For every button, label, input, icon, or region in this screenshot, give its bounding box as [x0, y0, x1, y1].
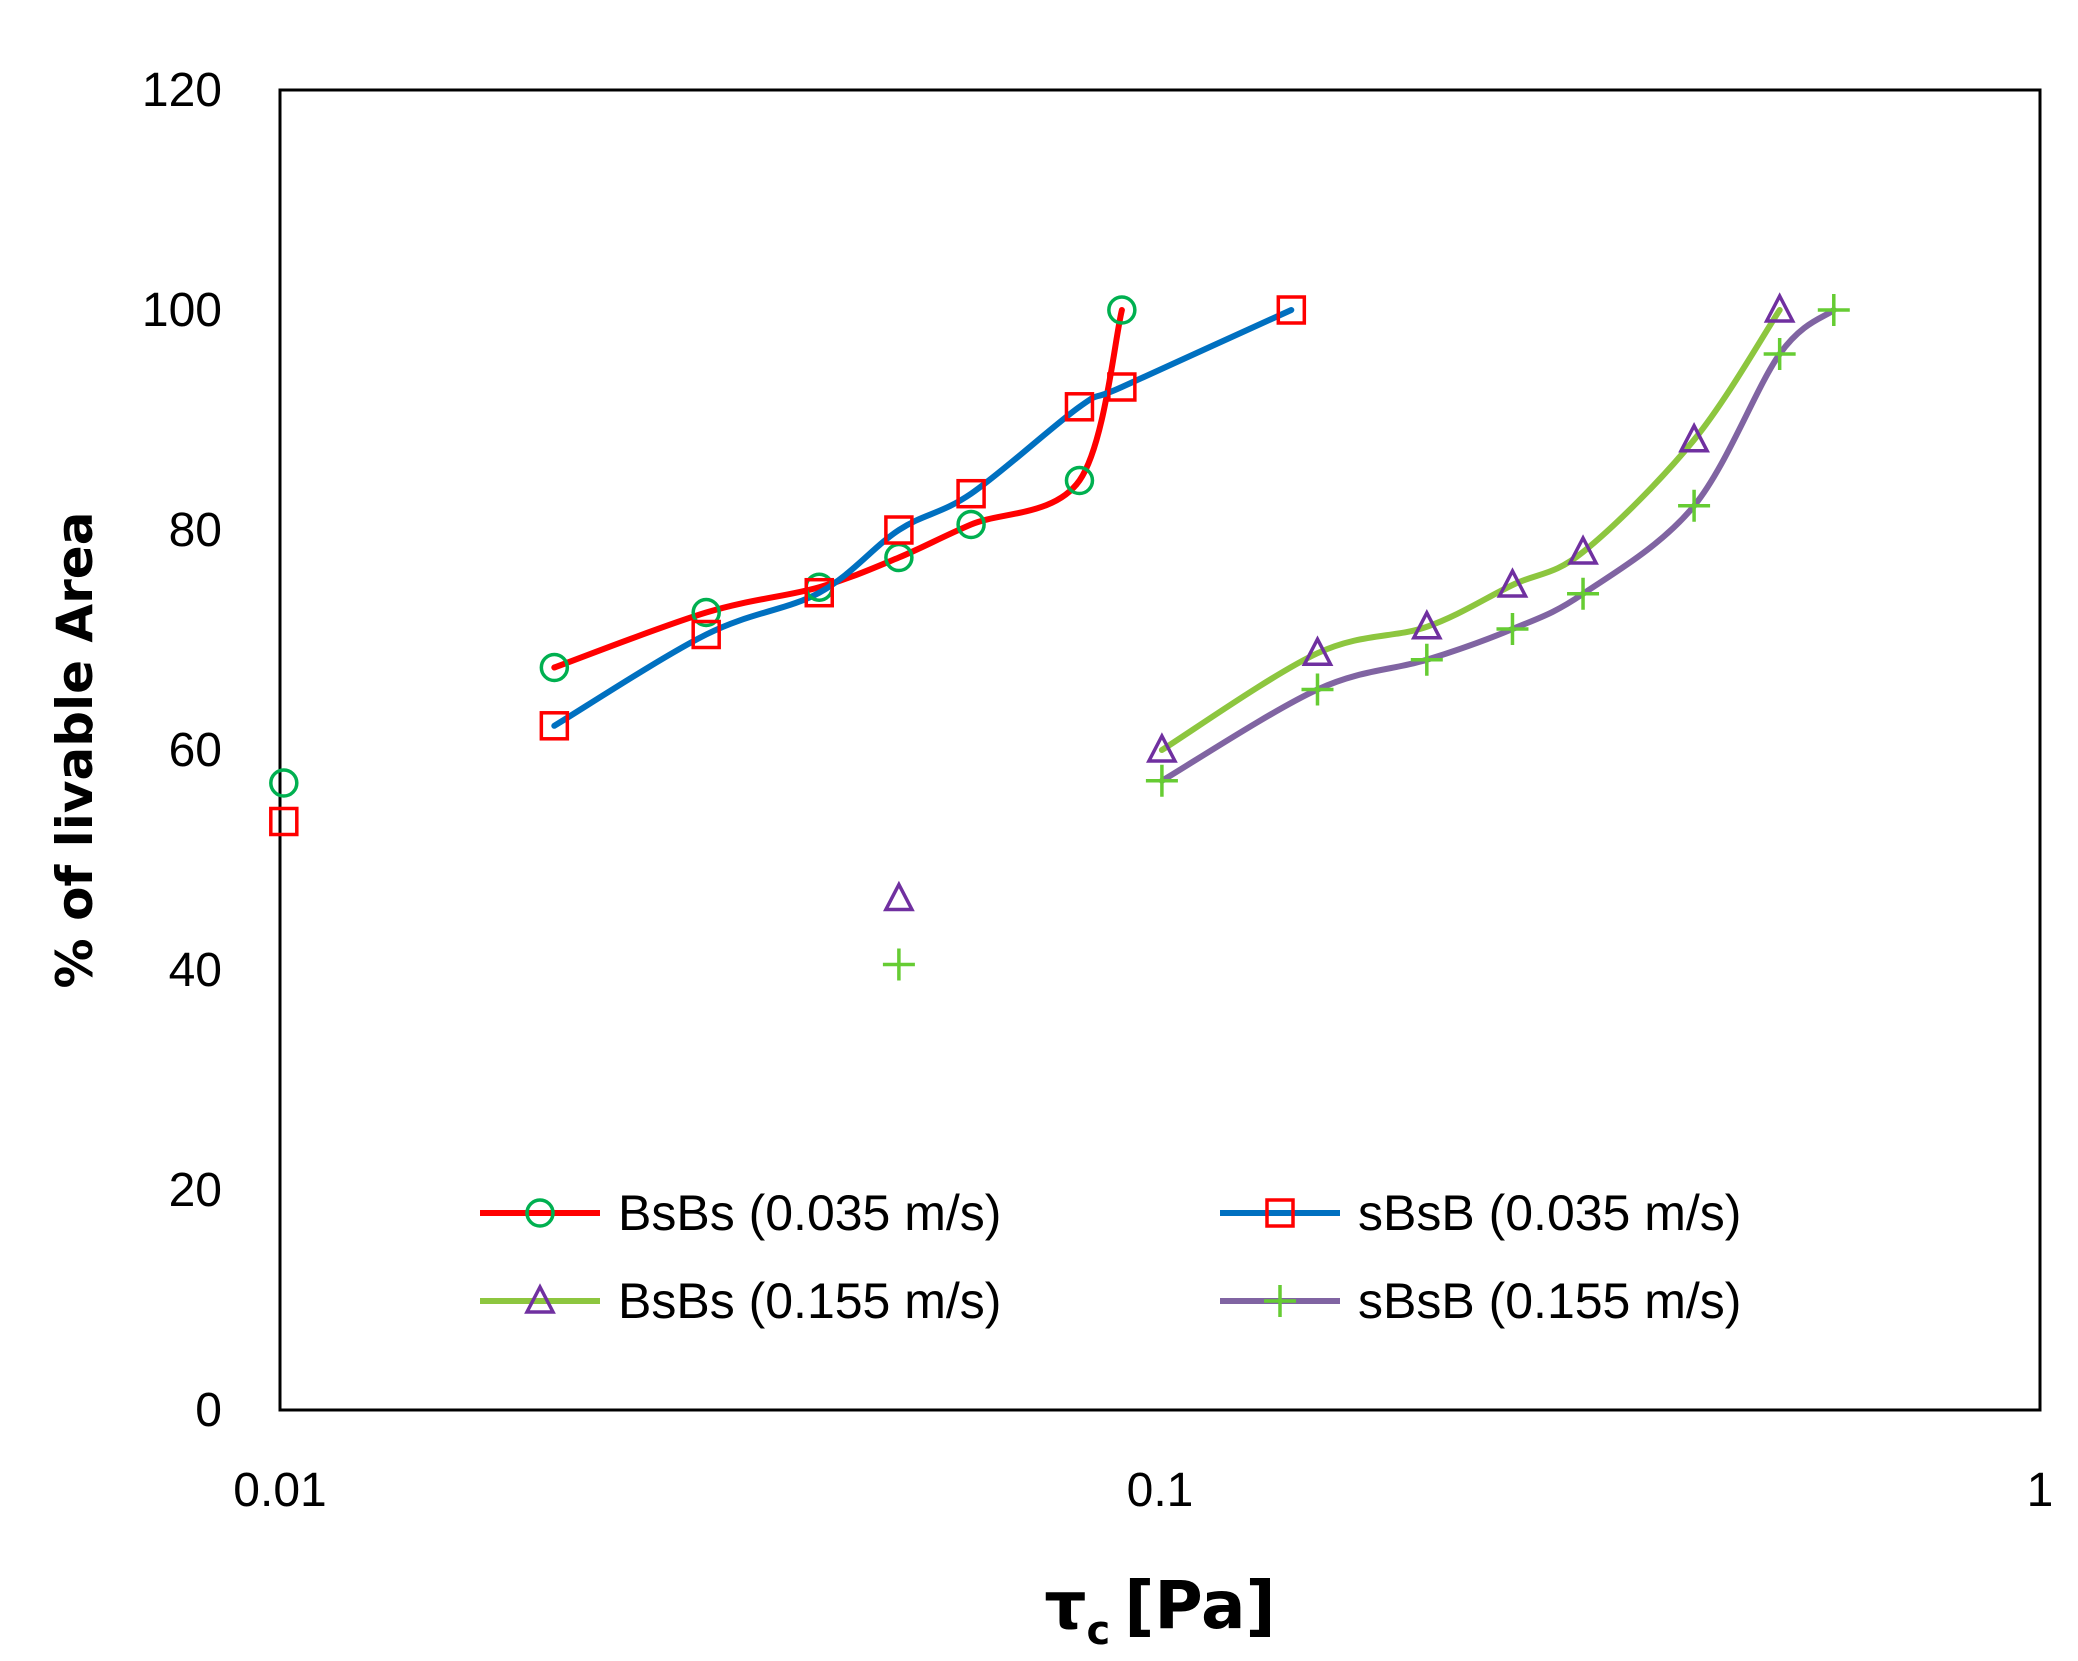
- x-axis-label-unit: [Pa]: [1124, 1567, 1275, 1644]
- data-point-sbsb-0-155-m-s: [1145, 764, 1178, 797]
- plot-area: [278, 88, 2042, 1412]
- legend-label: sBsB (0.155 m/s): [1358, 1273, 1741, 1329]
- data-point-sbsb-0-035-m-s: [539, 711, 570, 741]
- data-point-sbsb-0-035-m-s: [269, 806, 299, 837]
- data-point-bsbs-0-035-m-s: [1064, 465, 1095, 496]
- y-axis-ticks: 0 20 40 60 80 100 120: [142, 64, 222, 1437]
- y-tick-label: 0: [195, 1384, 222, 1437]
- series-line-bsbs-0-035-m-s: [551, 307, 1125, 671]
- data-point-sbsb-0-035-m-s: [956, 478, 986, 509]
- y-tick-label: 20: [169, 1164, 222, 1217]
- data-point-bsbs-0-035-m-s: [956, 509, 986, 540]
- data-point-sbsb-0-035-m-s: [804, 577, 834, 608]
- legend-item-bsbs-0-155-m-s: BsBs (0.155 m/s): [480, 1273, 1001, 1329]
- legend-item-bsbs-0-035-m-s: BsBs (0.035 m/s): [480, 1185, 1001, 1241]
- data-point-bsbs-0-035-m-s: [1107, 295, 1137, 325]
- x-tick-label: 0.1: [1127, 1464, 1194, 1517]
- data-point-sbsb-0-155-m-s: [1763, 338, 1796, 370]
- series-line-sbsb-0-035-m-s: [551, 307, 1295, 729]
- legend-marker: [1265, 1198, 1295, 1228]
- data-point-sbsb-0-035-m-s: [1064, 392, 1095, 422]
- data-point-sbsb-0-155-m-s: [1410, 643, 1443, 676]
- legend-label: BsBs (0.155 m/s): [618, 1273, 1001, 1329]
- y-tick-label: 80: [169, 504, 222, 557]
- legend-marker: [524, 1283, 556, 1314]
- data-point-sbsb-0-155-m-s: [1567, 577, 1600, 610]
- legend: BsBs (0.035 m/s) sBsB (0.035 m/s) BsBs (0.…: [480, 1185, 1741, 1329]
- data-point-sbsb-0-035-m-s: [1107, 372, 1137, 402]
- x-axis-label-subscript: c: [1086, 1608, 1110, 1654]
- data-point-bsbs-0-155-m-s: [1763, 292, 1796, 323]
- data-point-bsbs-0-035-m-s: [539, 652, 570, 683]
- y-tick-label: 120: [142, 64, 222, 117]
- x-tick-label: 1: [2027, 1464, 2054, 1517]
- x-axis-ticks: 0.01 0.1 1: [233, 1464, 2053, 1517]
- data-point-bsbs-0-155-m-s: [1146, 732, 1178, 763]
- legend-label: BsBs (0.035 m/s): [618, 1185, 1001, 1241]
- data-point-sbsb-0-155-m-s: [1301, 673, 1334, 706]
- y-tick-label: 100: [142, 284, 222, 337]
- data-point-sbsb-0-035-m-s: [1276, 295, 1307, 325]
- x-axis-label-symbol: τ: [1044, 1567, 1086, 1644]
- data-point-bsbs-0-155-m-s: [1678, 422, 1710, 453]
- data-point-bsbs-0-035-m-s: [691, 597, 721, 628]
- x-tick-label: 0.01: [233, 1464, 326, 1517]
- y-tick-label: 40: [169, 944, 222, 997]
- data-point-sbsb-0-155-m-s: [882, 948, 915, 981]
- data-point-sbsb-0-035-m-s: [691, 619, 721, 650]
- legend-item-sbsb-0-035-m-s: sBsB (0.035 m/s): [1220, 1185, 1741, 1241]
- legend-item-sbsb-0-155-m-s: sBsB (0.155 m/s): [1220, 1273, 1741, 1329]
- data-point-bsbs-0-155-m-s: [883, 880, 915, 912]
- data-point-bsbs-0-155-m-s: [1410, 609, 1443, 640]
- data-point-bsbs-0-155-m-s: [1567, 534, 1599, 565]
- data-point-sbsb-0-155-m-s: [1678, 489, 1711, 522]
- data-point-bsbs-0-155-m-s: [1301, 635, 1334, 666]
- y-axis-label: % of livable Area: [46, 512, 104, 989]
- legend-marker: [1264, 1285, 1296, 1317]
- legend-marker: [525, 1198, 555, 1228]
- legend-label: sBsB (0.035 m/s): [1358, 1185, 1741, 1241]
- data-point-bsbs-0-155-m-s: [1496, 567, 1529, 598]
- data-point-sbsb-0-035-m-s: [884, 515, 914, 545]
- data-point-sbsb-0-155-m-s: [1496, 613, 1529, 645]
- y-tick-label: 60: [169, 724, 222, 777]
- series-markers: [269, 292, 1850, 981]
- x-axis-label: τc [Pa]: [1044, 1567, 1275, 1654]
- data-point-sbsb-0-155-m-s: [1817, 294, 1850, 326]
- data-point-bsbs-0-035-m-s: [269, 768, 299, 798]
